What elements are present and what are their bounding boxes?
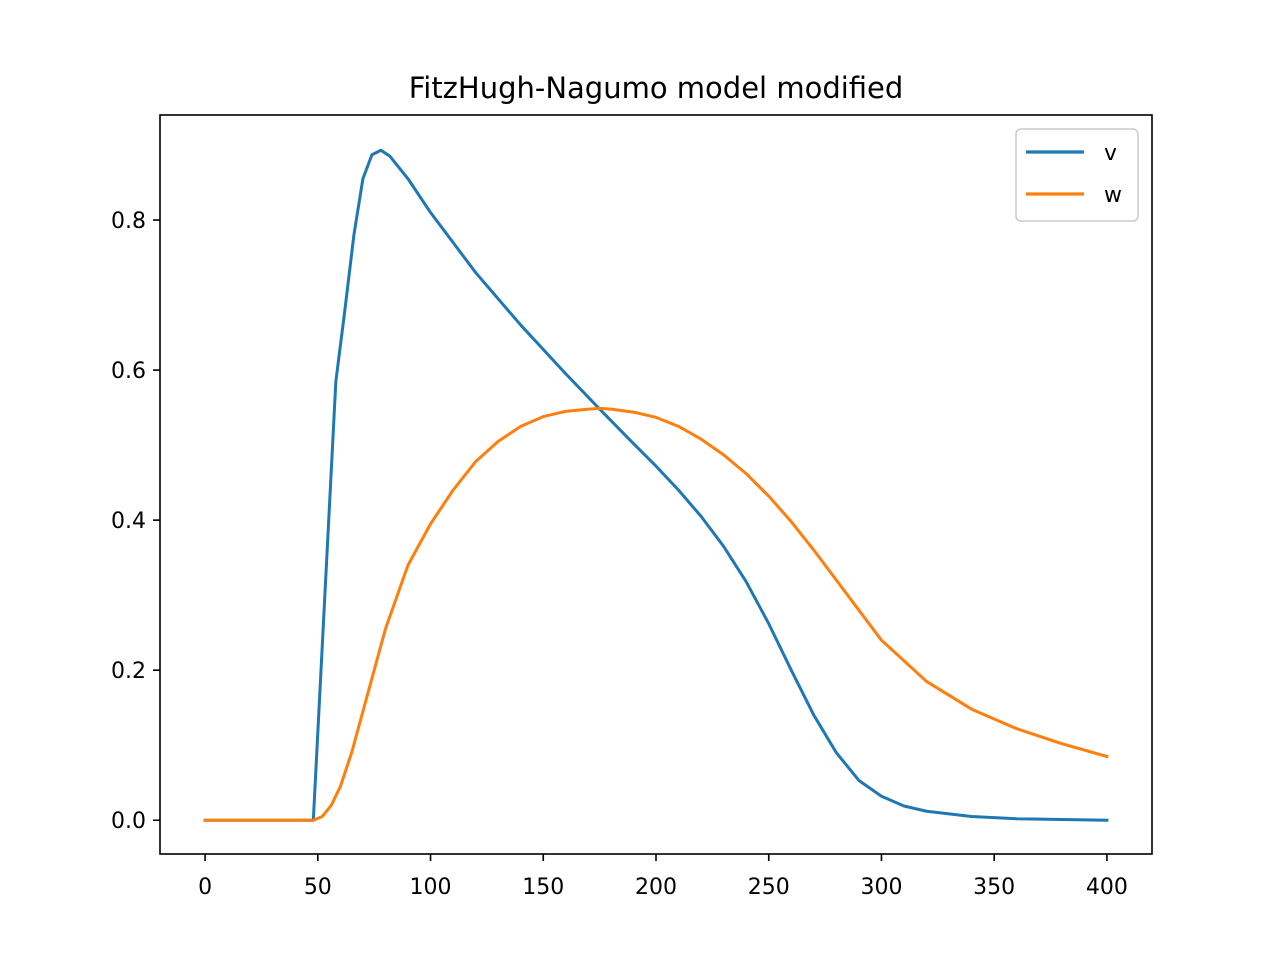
y-tick-label: 0.4 xyxy=(111,509,146,534)
y-tick-label: 0.2 xyxy=(111,659,146,684)
legend-label-v: v xyxy=(1104,141,1117,166)
x-tick-label: 100 xyxy=(410,875,452,900)
series-line-w xyxy=(203,406,1109,822)
x-tick-label: 200 xyxy=(635,875,677,900)
chart-title: FitzHugh-Nagumo model modified xyxy=(409,71,904,105)
legend-label-w: w xyxy=(1104,183,1122,208)
x-axis: 0 50 100 150 200 250 300 350 400 xyxy=(198,854,1128,900)
y-tick-label: 0.8 xyxy=(111,209,146,234)
legend: v w xyxy=(1015,128,1139,222)
x-tick-label: 0 xyxy=(198,875,212,900)
x-tick-label: 150 xyxy=(522,875,564,900)
y-tick-label: 0.6 xyxy=(111,359,146,384)
x-tick-label: 350 xyxy=(973,875,1015,900)
y-axis: 0.0 0.2 0.4 0.6 0.8 xyxy=(111,209,160,834)
y-tick-label: 0.0 xyxy=(111,809,146,834)
x-tick-label: 300 xyxy=(860,875,902,900)
series-layer xyxy=(203,148,1109,822)
series-line-v xyxy=(203,148,1109,822)
x-tick-label: 400 xyxy=(1086,875,1128,900)
x-tick-label: 250 xyxy=(748,875,790,900)
x-tick-label: 50 xyxy=(304,875,332,900)
